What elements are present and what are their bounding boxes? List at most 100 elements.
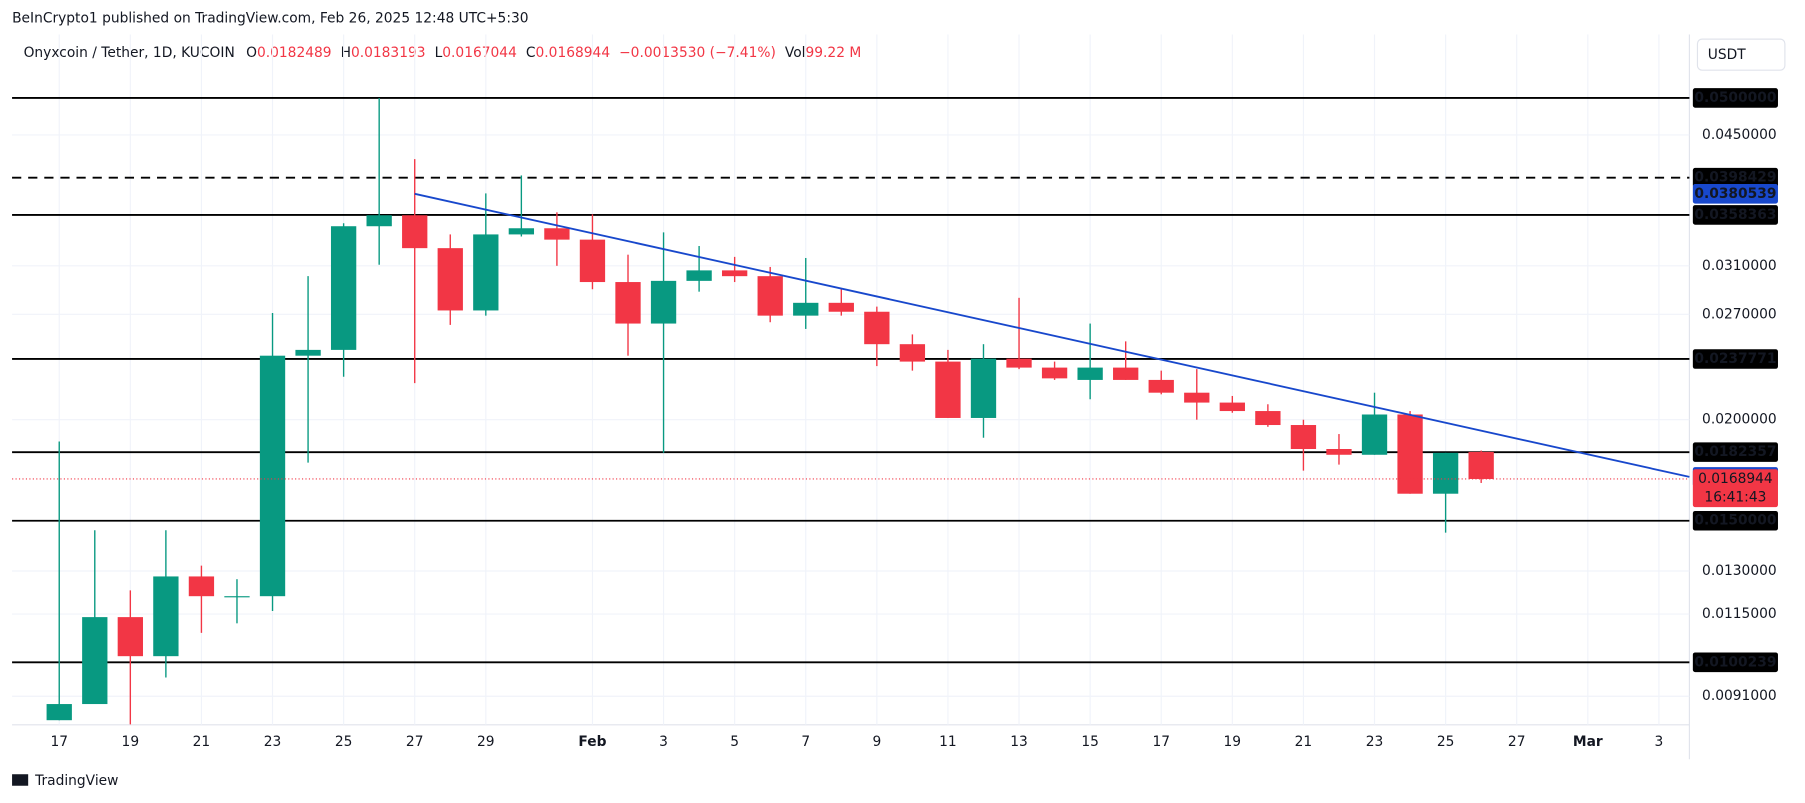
currency-button[interactable] [1696,38,1786,71]
x-tick-label: 9 [872,734,881,750]
y-tick-label: 0.0200000 [1702,412,1777,428]
level-label: 0.0398429 [1694,170,1776,186]
candle-body [1361,414,1388,455]
y-tick-label: 0.0130000 [1702,563,1777,579]
candle-body [259,355,286,597]
x-tick-label: Mar [1573,734,1603,750]
candle-body [330,226,357,350]
candle-body [935,361,961,418]
symbol: Onyxcoin / Tether, 1D, KUCOIN [24,45,235,61]
x-tick-label: 23 [264,734,282,750]
field-label: L [435,45,443,61]
level-box [1692,510,1778,531]
x-tick-label: 11 [939,734,957,750]
field-label: C [526,45,536,61]
level-label: 0.0150000 [1694,513,1776,529]
candle-body [828,302,854,312]
candle-body [473,234,499,311]
open-value: 0.0182489 [257,45,332,61]
candle-body [1326,448,1352,455]
candle-body [508,228,535,235]
candle-body [188,576,215,597]
x-tick-label: 21 [193,734,211,750]
candle-body [153,576,179,657]
level-label: 0.0358363 [1694,207,1776,223]
candle-body [402,215,428,249]
candle-body [1432,452,1459,494]
candle-body [615,282,641,324]
high-value: 0.0183193 [351,45,426,61]
x-tick-label: 21 [1295,734,1313,750]
x-tick-label: 27 [406,734,424,750]
trendline-label: 0.0380539 [1694,186,1776,202]
x-tick-label: 29 [477,734,495,750]
brand: TradingView [34,773,118,789]
y-tick-label: 0.0450000 [1702,127,1777,143]
plot-layer [12,34,1690,725]
candle-body [295,349,321,356]
x-tick-label: 19 [122,734,140,750]
candle-body [1006,358,1032,368]
candle-body [366,215,392,227]
trendline [414,192,1690,478]
candle-body [686,270,712,281]
candle-body [1397,414,1423,494]
x-tick-label: 5 [730,734,739,750]
candle-body [650,280,677,324]
level-box [1692,88,1778,108]
x-tick-label: 17 [1152,734,1170,750]
close-value: 0.0168944 [536,45,611,61]
current-price-label: 0.0168944 [1698,471,1773,487]
candle-body [1290,425,1317,449]
change: −0.0013530 (−7.41%) [619,45,776,61]
y-tick-label: 0.0115000 [1702,606,1777,622]
legend: Onyxcoin / Tether, 1D, KUCOIN O0.0182489… [24,45,862,61]
candle-body [793,302,819,316]
x-tick-label: 3 [659,734,668,750]
candle-body [46,704,72,721]
candle-body [1468,451,1494,479]
countdown: 16:41:43 [1704,489,1766,505]
published-note: BeInCrypto1 published on TradingView.com… [12,10,528,26]
candle-body [721,270,748,277]
volume: 99.22 M [805,45,861,61]
x-tick-label: 17 [50,734,68,750]
field-label: H [341,45,351,61]
level-box [1692,442,1778,462]
x-tick-label: 13 [1010,734,1028,750]
candle-body [1113,367,1139,380]
y-tick-label: 0.0091000 [1702,688,1777,704]
x-tick-label: 15 [1081,734,1099,750]
level-label: 0.0237771 [1694,351,1776,367]
brand-logo [12,774,29,786]
x-tick-label: 25 [335,734,353,750]
field-label: O [246,45,257,61]
low-value: 0.0167044 [442,45,517,61]
level-label: 0.0500000 [1694,90,1776,106]
level-box [1692,205,1778,225]
candle-body [1184,392,1210,403]
trendline-box [1692,184,1778,204]
currency[interactable]: USDT [1708,47,1746,63]
candle-body [864,311,890,345]
current-price-box [1692,469,1778,508]
candle-body [1148,379,1174,393]
x-tick-label: 27 [1508,734,1526,750]
volume-label: Vol [785,45,806,61]
level-box [1692,349,1778,369]
x-tick-label: 19 [1224,734,1242,750]
candle-body [1041,367,1068,379]
level-box [1692,652,1778,673]
candle-body [437,248,463,311]
candle-body [899,344,926,362]
x-tick-label: Feb [578,734,606,750]
x-tick-label: 3 [1655,734,1664,750]
level-box [1692,167,1778,188]
candle-body [224,596,250,598]
candle-body [1219,402,1245,412]
level-label: 0.0100239 [1694,654,1776,670]
candle-body [544,228,570,240]
candle-body [1077,367,1103,380]
